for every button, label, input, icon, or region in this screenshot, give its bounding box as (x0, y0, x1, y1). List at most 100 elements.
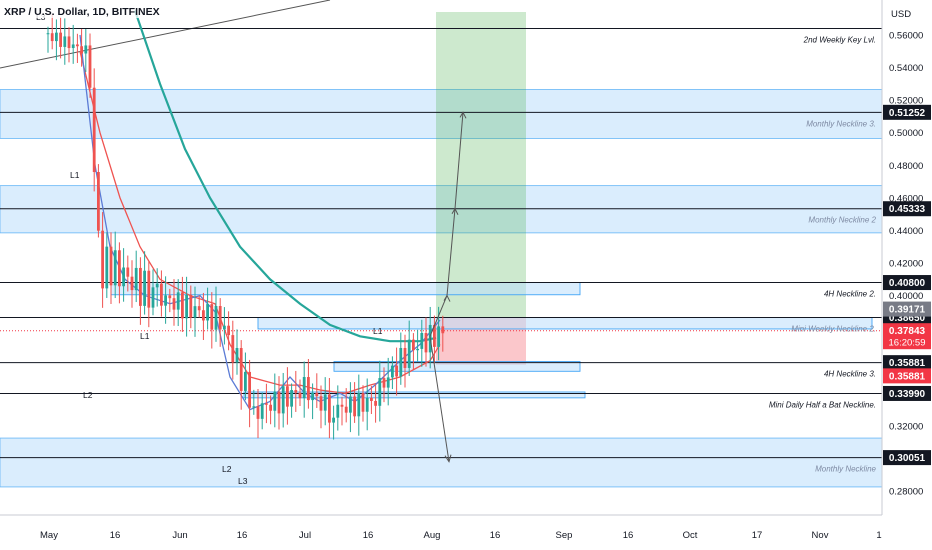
candle-body (84, 45, 88, 54)
level-tag-3: 0.40800 (889, 278, 926, 289)
candle-body (286, 386, 289, 407)
price-tick-labels: 0.56000 0.54000 0.52000 0.50000 0.48000 0.460… (889, 31, 923, 498)
candle-body (223, 325, 226, 330)
level-tag-3-bg (883, 275, 931, 291)
level-label-1: Monthly Neckline 3. (806, 119, 876, 128)
candle-body (416, 348, 419, 351)
candle-body (76, 44, 79, 47)
time-tick-0: May (40, 530, 58, 541)
candle-body (336, 404, 340, 418)
candle-body (181, 292, 184, 319)
pivot-label-6: L1 (373, 326, 383, 336)
candle-body (151, 287, 155, 308)
projection-arrowhead-2 (459, 111, 467, 119)
candle-body (403, 347, 407, 368)
candle-body (370, 397, 373, 401)
candle-body (109, 246, 113, 286)
price-tick-6: 0.44000 (889, 226, 923, 237)
candle-body (235, 348, 239, 363)
level-label-6: Mini Daily Half a Bat Neckline. (769, 400, 876, 409)
level-tag-1: 0.51252 (889, 108, 926, 119)
time-tick-12: Nov (812, 530, 829, 541)
projection-down (429, 336, 450, 462)
level-tag-5: 0.35881 (889, 358, 926, 369)
candle-body (185, 294, 188, 319)
candle-body (97, 172, 100, 231)
candle-body (155, 283, 159, 288)
candle-body (67, 36, 71, 49)
time-axis[interactable] (0, 514, 932, 550)
candle-body (378, 378, 382, 406)
neckline-boxes[interactable] (110, 282, 873, 399)
trend-line[interactable] (0, 0, 331, 69)
candle-body (361, 393, 365, 412)
level-tag-7: 0.30051 (889, 453, 926, 464)
pivot-label-3: L1 (140, 331, 150, 341)
projection-up-1 (446, 208, 456, 296)
candle-body (126, 267, 130, 277)
candle-body (391, 365, 394, 378)
level-tag-2-bg (883, 201, 931, 217)
candle-body (437, 326, 440, 347)
candle-body (92, 87, 96, 173)
candle-body (252, 406, 256, 408)
level-label-7: Monthly Neckline (815, 465, 876, 474)
candle-body (260, 403, 264, 419)
level-tag-7-bg (883, 450, 931, 466)
time-tick-5: 16 (363, 530, 374, 541)
candle-body (193, 306, 197, 318)
level-tag-6-bg (883, 385, 931, 401)
neckline-box-3 (243, 391, 586, 399)
candle-body (441, 326, 445, 334)
level-label-3: 4H Neckline 2. (824, 290, 876, 299)
position-profit-area[interactable] (436, 12, 526, 318)
price-tick-12: 0.32000 (889, 421, 923, 432)
projection-up-0 (429, 295, 448, 337)
price-tick-0: 0.56000 (889, 31, 923, 42)
price-tick-8: 0.40000 (889, 291, 923, 302)
zone-0 (0, 89, 883, 139)
time-tick-3: 16 (237, 530, 248, 541)
candle-body (382, 378, 386, 388)
candle-body (206, 304, 209, 321)
zone-1 (0, 185, 883, 234)
candle-body (349, 396, 352, 413)
horizontal-levels[interactable] (0, 27, 882, 459)
candle-body (101, 230, 104, 289)
candle-body (273, 391, 277, 411)
pivot-label-4: L2 (222, 464, 232, 474)
level-labels: 2nd Weekly Key Lvl. Monthly Neckline 3. Mo… (769, 35, 877, 473)
level-tag-4: 0.38650 (889, 313, 926, 324)
level-label-4: Mini Weekly Neckline 2. (791, 325, 876, 334)
candle-body (46, 33, 50, 35)
candle-body (189, 294, 193, 318)
candle-body (256, 406, 260, 419)
candle-body (353, 396, 356, 417)
time-tick-11: 17 (752, 530, 763, 541)
candle-body (147, 270, 151, 308)
candle-body (214, 306, 218, 330)
candle-body (139, 267, 142, 306)
tag-high-bg (883, 301, 931, 317)
level-label-2: Monthly Neckline 2 (808, 216, 876, 225)
price-tick-5: 0.46000 (889, 193, 923, 204)
zone-2 (0, 437, 883, 488)
tag-low-bg (883, 368, 931, 384)
candle-body (227, 325, 230, 336)
level-tag-6: 0.33990 (889, 389, 926, 400)
candle-body (168, 295, 172, 299)
candle-body (105, 246, 109, 289)
price-axis[interactable] (881, 0, 932, 528)
long-position-tool[interactable] (436, 12, 526, 365)
candle-body (365, 397, 369, 412)
candle-body (176, 292, 180, 310)
candle-body (290, 390, 293, 407)
candle-body (197, 306, 201, 311)
projection-arrows[interactable] (429, 111, 467, 463)
tag-current: 0.37843 (889, 326, 926, 337)
candle-body (424, 332, 428, 353)
candle-body (130, 276, 134, 291)
neckline-box-2 (333, 361, 581, 372)
candle-body (172, 298, 176, 310)
